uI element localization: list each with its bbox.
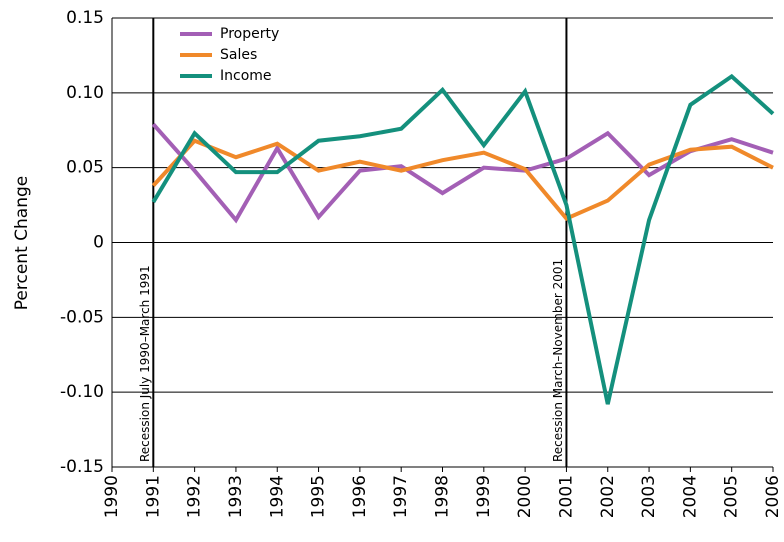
x-tick-label: 1990 xyxy=(102,475,122,518)
recession-label: Recession March–November 2001 xyxy=(551,259,565,462)
y-tick-label: 0.15 xyxy=(66,8,104,28)
legend-label: Income xyxy=(220,68,272,84)
x-tick-label: 1993 xyxy=(226,475,246,518)
y-tick-label: 0.10 xyxy=(66,83,104,103)
x-tick-label: 1997 xyxy=(391,475,411,518)
y-axis-label: Percent Change xyxy=(12,176,32,310)
series-line xyxy=(151,73,775,405)
x-tick-label: 1991 xyxy=(143,475,163,518)
x-tick-label: 2001 xyxy=(556,475,576,518)
x-tick-label: 2004 xyxy=(680,475,700,518)
legend-label: Sales xyxy=(220,47,257,63)
x-tick-label: 2005 xyxy=(722,475,742,518)
x-tick-label: 1995 xyxy=(309,475,329,518)
x-tick-label: 2000 xyxy=(515,475,535,518)
x-tick-label: 1992 xyxy=(185,475,205,518)
x-tick-label: 2006 xyxy=(763,475,783,518)
y-tick-label: -0.05 xyxy=(60,307,104,327)
x-tick-label: 2003 xyxy=(639,475,659,518)
y-tick-label: -0.10 xyxy=(60,382,104,402)
recession-label: Recession July 1990–March 1991 xyxy=(138,265,152,462)
x-tick-label: 1999 xyxy=(474,475,494,518)
y-tick-label: -0.15 xyxy=(60,457,104,477)
x-tick-label: 1998 xyxy=(433,475,453,518)
y-tick-label: 0.05 xyxy=(66,158,104,178)
x-tick-label: 2002 xyxy=(598,475,618,518)
y-tick-label: 0 xyxy=(93,233,104,253)
x-tick-label: 1996 xyxy=(350,475,370,518)
x-tick-label: 1994 xyxy=(267,475,287,518)
legend-label: Property xyxy=(220,26,279,42)
